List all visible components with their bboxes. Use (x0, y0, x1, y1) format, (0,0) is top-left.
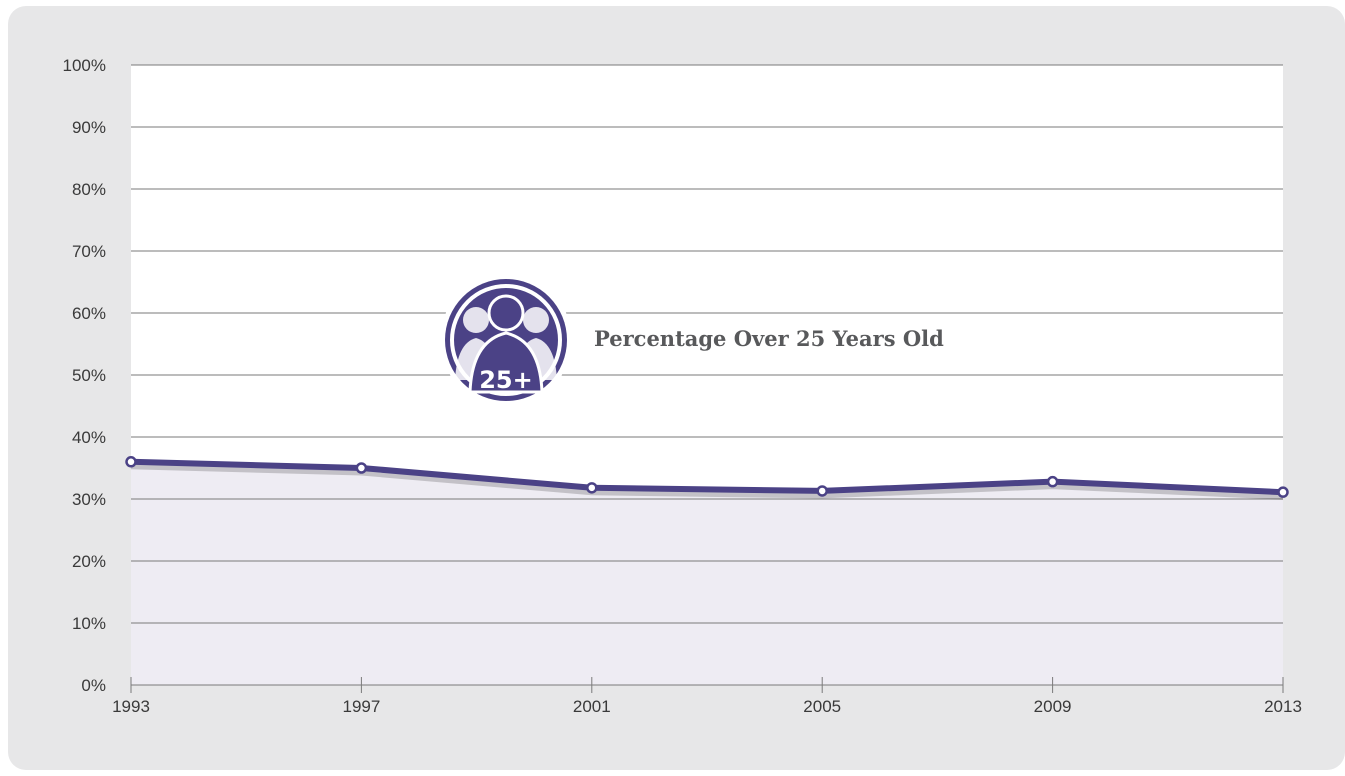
group-of-people-icon: 25+ (440, 274, 572, 406)
data-point (1277, 486, 1289, 498)
data-point (355, 462, 368, 474)
y-tick-label: 40% (72, 428, 106, 447)
y-tick-label: 20% (72, 552, 106, 571)
data-point (125, 456, 137, 468)
data-point (816, 485, 828, 497)
y-tick-label: 10% (72, 614, 106, 633)
x-tick-label: 2005 (803, 697, 841, 716)
data-point (586, 482, 598, 494)
y-tick-label: 50% (72, 366, 106, 385)
y-tick-label: 0% (81, 676, 106, 695)
x-axis: 1993 1997 2001 2005 2009 2013 (112, 677, 1302, 716)
series-area-fill (131, 461, 1283, 685)
x-tick-label: 2009 (1034, 697, 1072, 716)
series-points (125, 456, 1289, 498)
badge-inner-ring (450, 284, 562, 396)
chart-label: Percentage Over 25 Years Old (594, 326, 944, 351)
x-tick-label: 2001 (573, 697, 611, 716)
person-center-head (487, 294, 525, 332)
y-tick-label: 30% (72, 490, 106, 509)
y-tick-label: 60% (72, 304, 106, 323)
person-center-body (468, 331, 544, 394)
data-point (1046, 475, 1059, 488)
y-tick-label: 70% (72, 242, 106, 261)
y-tick-label: 80% (72, 180, 106, 199)
gridlines (131, 64, 1283, 624)
y-tick-label: 100% (63, 56, 106, 75)
person-right-head (523, 307, 549, 333)
y-tick-label: 90% (72, 118, 106, 137)
x-tick-label: 1997 (342, 697, 380, 716)
person-left-head (463, 307, 489, 333)
x-tick-label: 1993 (112, 697, 150, 716)
x-tick-label: 2013 (1264, 697, 1302, 716)
series-line (130, 458, 1284, 496)
badge-number: 25+ (479, 366, 533, 394)
y-axis-tick-labels: 0% 10% 20% 30% 40% 50% 60% 70% 80% 90% 100% (63, 56, 106, 695)
